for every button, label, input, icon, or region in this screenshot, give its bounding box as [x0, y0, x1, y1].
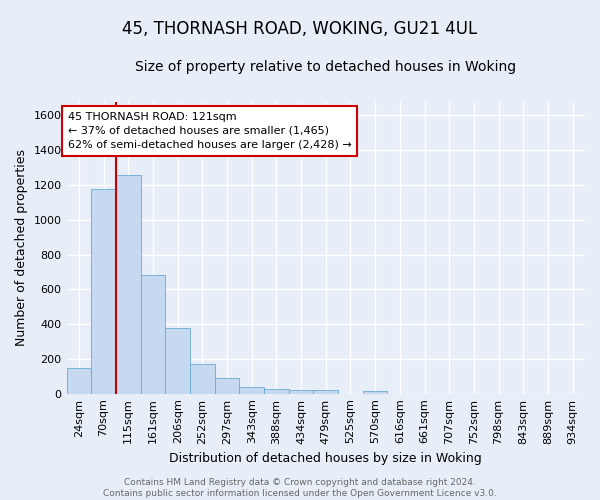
Bar	[190, 364, 215, 394]
X-axis label: Distribution of detached houses by size in Woking: Distribution of detached houses by size …	[169, 452, 482, 465]
Bar	[313, 390, 338, 394]
Bar	[67, 368, 91, 394]
Text: 45, THORNASH ROAD, WOKING, GU21 4UL: 45, THORNASH ROAD, WOKING, GU21 4UL	[122, 20, 478, 38]
Bar	[363, 390, 388, 394]
Bar	[264, 389, 289, 394]
Text: 45 THORNASH ROAD: 121sqm
← 37% of detached houses are smaller (1,465)
62% of sem: 45 THORNASH ROAD: 121sqm ← 37% of detach…	[68, 112, 352, 150]
Bar	[289, 390, 313, 394]
Y-axis label: Number of detached properties: Number of detached properties	[15, 149, 28, 346]
Bar	[215, 378, 239, 394]
Bar	[140, 276, 165, 394]
Bar	[116, 174, 140, 394]
Bar	[91, 190, 116, 394]
Text: Contains HM Land Registry data © Crown copyright and database right 2024.
Contai: Contains HM Land Registry data © Crown c…	[103, 478, 497, 498]
Title: Size of property relative to detached houses in Woking: Size of property relative to detached ho…	[135, 60, 517, 74]
Bar	[165, 328, 190, 394]
Bar	[239, 387, 264, 394]
